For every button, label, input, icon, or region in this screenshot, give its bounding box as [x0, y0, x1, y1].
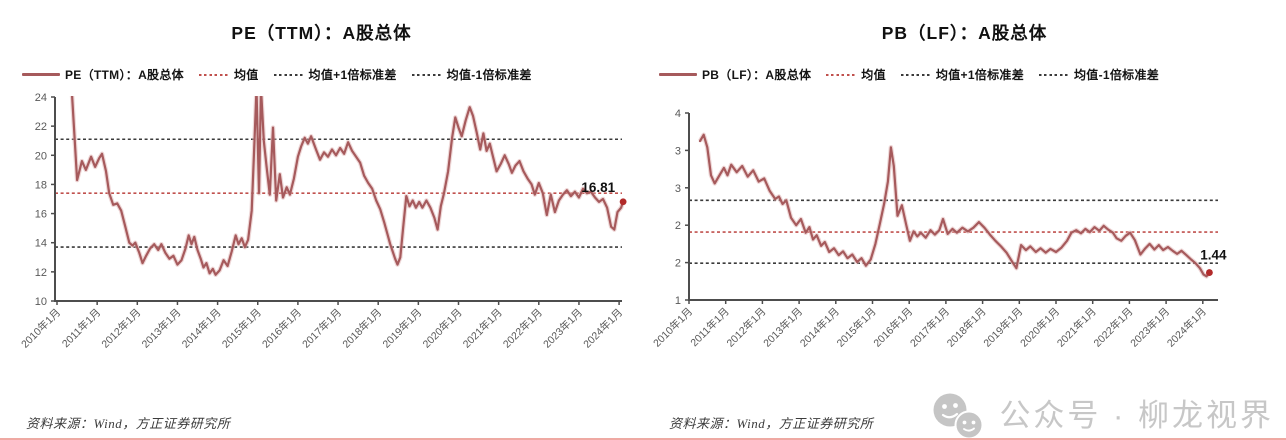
legend-item-pb-series: PB（LF）：A股总体	[659, 66, 811, 83]
axes	[54, 97, 622, 302]
last-value-label: 1.44	[1200, 248, 1227, 263]
black-dashed-swatch	[411, 73, 442, 76]
legend-label: 均值+1倍标准差	[308, 68, 397, 82]
red-dashed-swatch	[198, 73, 229, 76]
y-tick-label: 2	[675, 258, 681, 270]
legend-label: 均值+1倍标准差	[935, 68, 1024, 82]
y-tick-label: 24	[35, 92, 47, 104]
y-tick-label: 3	[675, 183, 681, 195]
black-dashed-swatch	[273, 73, 304, 76]
legend-label: 均值-1倍标准差	[446, 68, 532, 82]
x-tick-label: 2015年1月	[219, 306, 264, 351]
x-tick-label: 2018年1月	[340, 306, 385, 351]
last-value-marker	[619, 198, 627, 206]
pb-chart-title: PB（LF）：A股总体	[881, 23, 1048, 43]
y-tick-label: 4	[675, 108, 681, 120]
legend-label: PB（LF）：A股总体	[702, 68, 812, 82]
legend-label: 均值	[233, 68, 259, 82]
red-dashed-swatch	[826, 73, 857, 76]
pb-chart-plot: 1223342010年1月2011年1月2012年1月2013年1月2014年1…	[650, 108, 1227, 350]
black-dashed-swatch	[1039, 73, 1069, 76]
x-tick-label: 2023年1月	[540, 306, 585, 351]
pe-chart-plot: 10121416182022242010年1月2011年1月2012年1月201…	[18, 92, 627, 351]
legend-item-mean-plus-std: 均值+1倍标准差	[273, 66, 397, 83]
legend-item-mean: 均值	[198, 66, 259, 83]
x-tick-label: 2010年1月	[650, 305, 695, 350]
axes	[688, 113, 1218, 301]
x-tick-label: 2011年1月	[59, 306, 103, 350]
watermark-text: 公众号 · 柳龙视界	[999, 397, 1274, 433]
x-tick-label: 2024年1月	[581, 306, 626, 351]
x-tick-label: 2017年1月	[299, 306, 344, 351]
legend-label: 均值-1倍标准差	[1074, 68, 1160, 82]
x-tick-label: 2024年1月	[1164, 305, 1209, 350]
legend-label: PE（TTM）：A股总体	[65, 68, 184, 82]
legend-item-mean-minus-std: 均值-1倍标准差	[411, 66, 532, 83]
pe-series-line	[71, 96, 625, 276]
solid-line-swatch	[22, 73, 60, 76]
x-tick-label: 2020年1月	[420, 306, 465, 351]
x-tick-label: 2022年1月	[500, 306, 545, 351]
y-tick-label: 18	[35, 179, 47, 191]
pe-chart-title: PE（TTM）：A股总体	[231, 23, 412, 43]
x-tick-label: 2010年1月	[18, 306, 63, 351]
y-tick-label: 20	[35, 150, 47, 162]
pe-chart-panel: PE（TTM）：A股总体 PE（TTM）：A股总体 均值 均值+1倍标准差 均值…	[18, 23, 639, 431]
pb-chart-panel: PB（LF）：A股总体 PB（LF）：A股总体 均值 均值+1倍标准差 均值-1…	[643, 0, 1286, 440]
source-note: 资料来源：Wind，方正证券研究所	[669, 416, 874, 431]
solid-line-swatch	[659, 73, 697, 76]
last-value-label: 16.81	[581, 180, 615, 195]
y-tick-label: 16	[35, 209, 47, 221]
x-tick-label: 2014年1月	[179, 306, 224, 351]
x-tick-label: 2012年1月	[99, 306, 144, 351]
pe-chart-legend: PE（TTM）：A股总体 均值 均值+1倍标准差 均值-1倍标准差	[22, 66, 639, 83]
y-tick-label: 10	[35, 296, 47, 308]
legend-item-mean-plus-std: 均值+1倍标准差	[900, 66, 1024, 83]
x-tick-label: 2019年1月	[380, 306, 425, 351]
y-tick-label: 3	[675, 145, 681, 157]
x-tick-label: 2016年1月	[259, 306, 304, 351]
legend-item-mean: 均值	[826, 66, 886, 83]
y-tick-label: 22	[35, 121, 47, 133]
y-tick-label: 12	[35, 267, 47, 279]
pb-chart-legend: PB（LF）：A股总体 均值 均值+1倍标准差 均值-1倍标准差	[659, 66, 1282, 83]
x-tick-label: 2013年1月	[139, 306, 184, 351]
pb-series-line	[698, 133, 1211, 278]
legend-item-pe-series: PE（TTM）：A股总体	[22, 66, 184, 83]
source-note: 资料来源：Wind，方正证券研究所	[26, 416, 231, 431]
y-tick-label: 1	[675, 295, 681, 307]
watermark: 公众号 · 柳龙视界	[929, 391, 1274, 439]
black-dashed-swatch	[900, 73, 931, 76]
legend-label: 均值	[861, 68, 886, 82]
bottom-rule	[0, 438, 1286, 440]
x-tick-label: 2021年1月	[460, 306, 505, 351]
wechat-icon	[933, 393, 984, 439]
y-tick-label: 2	[675, 220, 681, 232]
last-value-marker	[1206, 269, 1213, 276]
legend-item-mean-minus-std: 均值-1倍标准差	[1039, 66, 1159, 83]
y-tick-label: 14	[35, 238, 47, 250]
